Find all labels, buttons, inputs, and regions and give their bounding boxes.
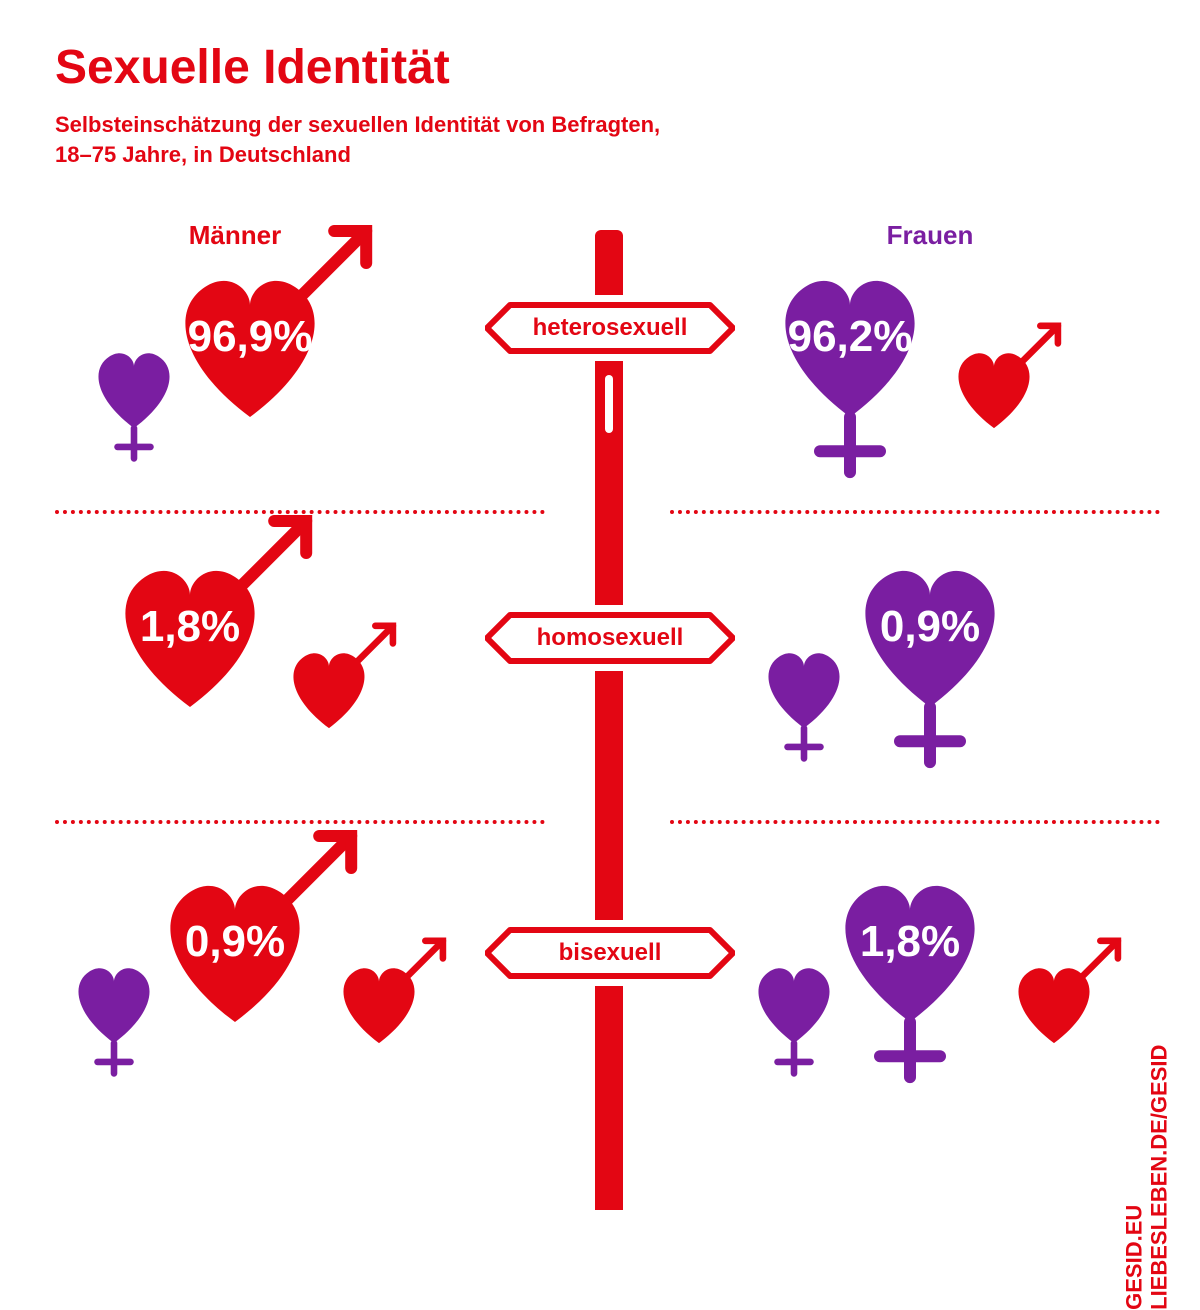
- heart-male-icon: [335, 965, 445, 1116]
- percentage-value: 0,9%: [880, 602, 980, 652]
- category-sign-label: homosexuell: [537, 624, 684, 652]
- category-sign-label: heterosexuell: [533, 314, 688, 342]
- cell-women-heterosexuell: 96,2%: [740, 255, 1120, 485]
- heart-male-icon: [285, 650, 395, 801]
- category-sign-label: bisexuell: [559, 939, 662, 967]
- cell-women-homosexuell: 0,9%: [740, 555, 1120, 785]
- percentage-value: 96,9%: [188, 312, 313, 362]
- cell-men-homosexuell: 1,8%: [60, 555, 440, 785]
- heart-male-icon: [1010, 965, 1120, 1116]
- percentage-value: 0,9%: [185, 917, 285, 967]
- category-sign-bisexuell: bisexuell: [485, 920, 735, 986]
- category-sign-homosexuell: homosexuell: [485, 605, 735, 671]
- cell-women-bisexuell: 1,8%: [740, 870, 1120, 1100]
- cell-men-bisexuell: 0,9%: [60, 870, 440, 1100]
- subtitle-line-1: Selbsteinschätzung der sexuellen Identit…: [55, 112, 660, 137]
- source-line-1: GESID.EU: [1121, 1205, 1146, 1310]
- percentage-value: 1,8%: [140, 602, 240, 652]
- source-credit: GESID.EU LIEBESLEBEN.DE/GESID: [1121, 1045, 1172, 1310]
- signpost-pole-slit: [605, 375, 613, 433]
- column-header-women: Frauen: [830, 220, 1030, 251]
- heart-male-icon: [950, 350, 1060, 501]
- row-divider: [55, 820, 545, 824]
- column-header-men: Männer: [135, 220, 335, 251]
- page-subtitle: Selbsteinschätzung der sexuellen Identit…: [55, 110, 660, 169]
- source-line-2: LIEBESLEBEN.DE/GESID: [1147, 1045, 1172, 1310]
- subtitle-line-2: 18–75 Jahre, in Deutschland: [55, 142, 351, 167]
- row-divider: [670, 820, 1160, 824]
- page-title: Sexuelle Identität: [55, 40, 450, 95]
- category-sign-heterosexuell: heterosexuell: [485, 295, 735, 361]
- percentage-value: 96,2%: [788, 312, 913, 362]
- percentage-value: 1,8%: [860, 917, 960, 967]
- cell-men-heterosexuell: 96,9%: [60, 255, 440, 485]
